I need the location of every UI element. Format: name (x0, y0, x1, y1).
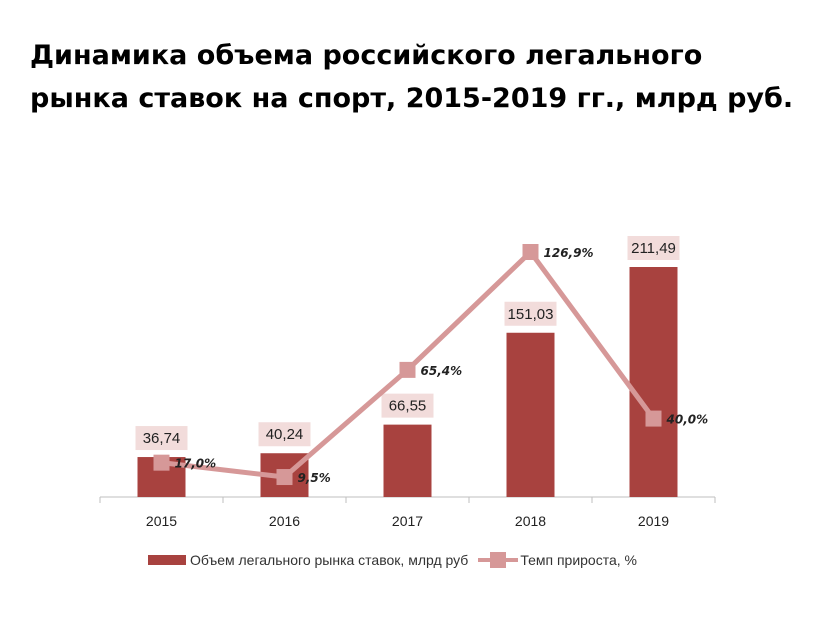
x-tick-label: 2017 (392, 513, 423, 529)
data-label-box (627, 236, 680, 260)
legend-label-volume: Объем легального рынка ставок, млрд руб (190, 552, 469, 568)
bar (506, 332, 555, 497)
bar-data-label: 40,24 (266, 426, 304, 443)
growth-data-label: 17,0% (175, 457, 217, 471)
growth-data-label: 126,9% (544, 246, 594, 260)
bar (629, 267, 678, 497)
x-tick-label: 2018 (515, 513, 546, 529)
data-label-box (258, 422, 311, 447)
bar-data-label: 36,74 (143, 430, 181, 447)
growth-point (522, 244, 539, 260)
data-label-box (135, 426, 188, 451)
growth-point (153, 454, 170, 471)
x-tick-label: 2019 (638, 513, 669, 529)
legend-item-volume: Объем легального рынка ставок, млрд руб (148, 552, 468, 568)
growth-point (276, 469, 293, 486)
x-tick-label: 2016 (269, 513, 300, 529)
growth-data-label: 9,5% (298, 471, 331, 485)
bar (383, 424, 432, 497)
growth-point (399, 361, 416, 378)
x-tick-label: 2015 (146, 513, 177, 529)
growth-data-label: 65,4% (421, 364, 463, 378)
growth-data-label: 40,0% (666, 413, 709, 427)
growth-point (645, 410, 662, 427)
chart-title-line-2: рынка ставок на спорт, 2015-2019 гг., мл… (30, 83, 794, 114)
chart-title: Динамика объема российского легального р… (30, 34, 800, 120)
chart-title-line-1: Динамика объема российского легального (30, 40, 703, 71)
data-label-box (381, 393, 434, 418)
data-label-box (504, 301, 557, 326)
bar-data-label: 66,55 (389, 398, 427, 415)
legend-bar-swatch (148, 555, 186, 565)
legend-label-growth: Темп прироста, % (520, 552, 637, 568)
legend-item-growth: Темп прироста, % (478, 552, 637, 568)
bar-data-label: 151,03 (508, 306, 554, 323)
legend-line-swatch (478, 552, 519, 568)
bar-data-label: 211,49 (631, 240, 676, 257)
chart-legend: Объем легального рынка ставок, млрд руб … (148, 552, 637, 568)
